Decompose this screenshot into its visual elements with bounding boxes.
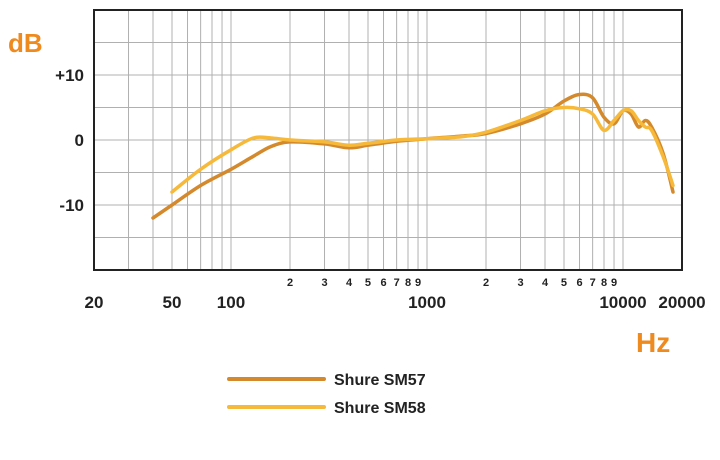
x-minor-tick-label: 2 — [483, 277, 489, 289]
x-major-tick-label: 20000 — [658, 293, 705, 312]
x-minor-tick-label: 3 — [321, 277, 327, 289]
y-tick-label: +10 — [55, 66, 84, 85]
x-minor-tick-label: 4 — [542, 277, 549, 289]
series-line-1 — [151, 92, 675, 220]
x-minor-tick-label: 7 — [394, 277, 400, 289]
x-minor-tick-label: 9 — [415, 277, 421, 289]
series-lines — [151, 92, 675, 220]
x-minor-tick-label: 8 — [601, 277, 607, 289]
legend-label-2: Shure SM58 — [334, 400, 426, 417]
x-minor-tick-label: 5 — [365, 277, 371, 289]
legend-label-1: Shure SM57 — [334, 372, 426, 389]
x-unit-label: Hz — [636, 327, 670, 358]
x-major-tick-label: 20 — [85, 293, 104, 312]
plot-area-frame — [93, 9, 683, 271]
x-major-tick-label: 100 — [217, 293, 245, 312]
x-minor-tick-label: 2 — [287, 277, 293, 289]
y-axis-ticks: +10 0 -10 — [55, 66, 84, 215]
x-minor-tick-label: 6 — [380, 277, 386, 289]
x-minor-tick-label: 8 — [405, 277, 411, 289]
y-tick-label: 0 — [75, 131, 84, 150]
x-minor-tick-label: 4 — [346, 277, 353, 289]
x-minor-tick-label: 5 — [561, 277, 567, 289]
x-major-tick-label: 10000 — [599, 293, 646, 312]
x-minor-tick-label: 7 — [590, 277, 596, 289]
chart-legend: Shure SM57 Shure SM58 — [227, 372, 426, 417]
x-minor-tick-label: 9 — [611, 277, 617, 289]
series-line-2 — [170, 105, 675, 194]
x-minor-tick-label: 3 — [517, 277, 523, 289]
x-minor-tick-label: 6 — [576, 277, 582, 289]
y-unit-label: dB — [8, 28, 43, 58]
y-tick-label: -10 — [59, 196, 84, 215]
x-major-tick-label: 50 — [163, 293, 182, 312]
x-major-tick-label: 1000 — [408, 293, 446, 312]
